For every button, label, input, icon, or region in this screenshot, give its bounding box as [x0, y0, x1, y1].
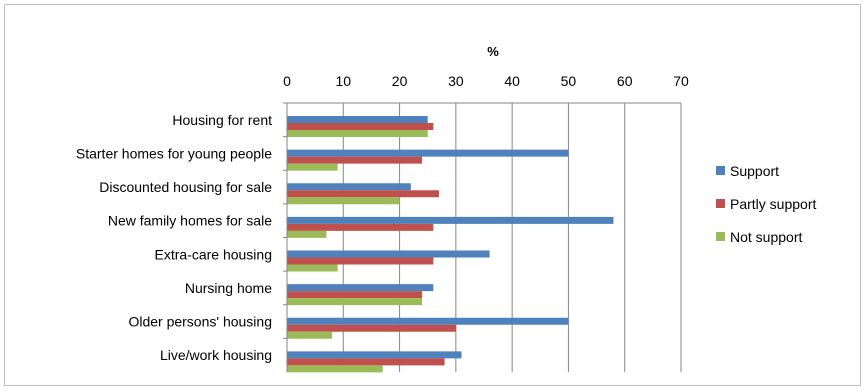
- x-tick-labels: 0 10 20 30 40 50 60 70: [283, 73, 689, 89]
- bar-not-support: [287, 230, 327, 238]
- bar-partly-support: [287, 156, 423, 164]
- bar-support: [287, 216, 614, 224]
- bar-support: [287, 250, 490, 258]
- legend-swatch: [716, 199, 725, 208]
- bar-partly-support: [287, 223, 434, 231]
- x-tick-label: 10: [335, 73, 351, 89]
- bar-partly-support: [287, 123, 434, 130]
- category-label: Discounted housing for sale: [99, 179, 272, 195]
- category-label: Housing for rent: [172, 112, 272, 128]
- x-tick-label: 20: [392, 73, 408, 89]
- x-tick-label: 60: [617, 73, 633, 89]
- category-label: Extra-care housing: [154, 246, 272, 262]
- bar-support: [287, 116, 428, 123]
- x-tick-label: 30: [448, 73, 464, 89]
- bar-not-support: [287, 331, 333, 339]
- bar-support: [287, 284, 434, 292]
- bar-support: [287, 351, 462, 359]
- category-label: Nursing home: [185, 280, 272, 296]
- bar-not-support: [287, 264, 338, 272]
- bar-partly-support: [287, 190, 439, 198]
- bars: [287, 116, 614, 373]
- category-label: Starter homes for young people: [76, 145, 272, 161]
- x-tick-label: 50: [561, 73, 577, 89]
- bar-not-support: [287, 163, 338, 171]
- bar-not-support: [287, 130, 428, 137]
- x-tick-label: 0: [283, 73, 291, 89]
- bar-not-support: [287, 365, 383, 373]
- bar-support: [287, 317, 569, 325]
- bar-partly-support: [287, 257, 434, 265]
- legend-label: Support: [730, 163, 779, 179]
- axes: %: [283, 44, 681, 372]
- bar-partly-support: [287, 324, 456, 332]
- category-label: Live/work housing: [160, 347, 272, 363]
- legend-swatch: [716, 166, 725, 175]
- legend-swatch: [716, 232, 725, 241]
- bar-support: [287, 149, 569, 157]
- bar-support: [287, 183, 411, 191]
- category-labels: Housing for rent Starter homes for young …: [76, 112, 272, 363]
- x-axis-title: %: [487, 44, 499, 59]
- category-label: New family homes for sale: [108, 213, 272, 229]
- bar-not-support: [287, 298, 423, 306]
- x-tick-label: 40: [504, 73, 520, 89]
- legend-label: Partly support: [730, 196, 816, 212]
- bar-partly-support: [287, 358, 445, 366]
- category-label: Older persons' housing: [128, 314, 272, 330]
- x-tick-label: 70: [673, 73, 689, 89]
- legend-label: Not support: [730, 229, 802, 245]
- legend: Support Partly support Not support: [716, 163, 816, 245]
- bar-not-support: [287, 197, 400, 205]
- bar-partly-support: [287, 291, 423, 299]
